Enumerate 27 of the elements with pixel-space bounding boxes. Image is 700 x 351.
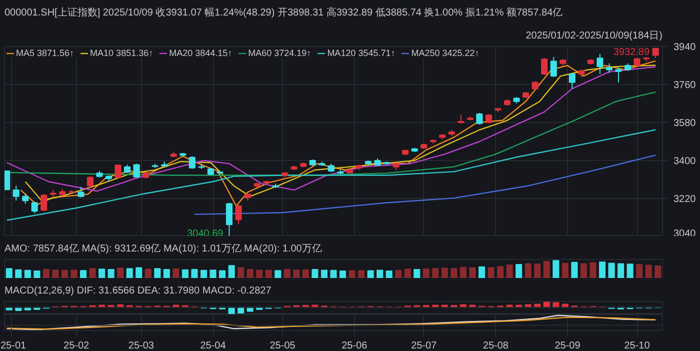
annotation: 3932.89	[613, 47, 650, 58]
x-tick-label: 25-06	[342, 340, 368, 351]
y-tick-label: 3400	[674, 156, 696, 167]
y-tick-label: 3220	[674, 194, 696, 205]
legend-label: MA250 3425.22↑	[411, 48, 480, 58]
chart-subtitle: 2025/01/02-2025/10/09(184日)	[526, 30, 663, 42]
x-tick-label: 25-05	[270, 340, 296, 351]
chart-title: 000001.SH[上证指数] 2025/10/09 收3931.07 幅1.24%(48.29) 开3898.31 高3932.89 低3885.74 换1.00% 振1.21% 额7857.84亿	[4, 6, 563, 18]
y-tick-label: 3940	[674, 42, 696, 53]
x-tick-label: 25-03	[128, 340, 154, 351]
legend-label: MA5 3871.56↑	[16, 48, 74, 58]
x-tick-label: 25-08	[482, 340, 509, 351]
x-tick-label: 25-02	[64, 340, 90, 351]
y-tick-label: 3760	[674, 80, 696, 91]
chart-title: MACD(12,26,9) DIF: 31.6566 DEA: 31.7980 MACD: -0.2827	[4, 286, 272, 296]
chart-title: AMO: 7857.84亿 MA(5): 9312.69亿 MA(10): 1.01万亿 MA(20): 1.00万亿	[4, 244, 322, 254]
x-tick-label: 25-10	[624, 340, 650, 351]
x-tick-label: 25-07	[411, 340, 438, 351]
y-tick-label: 3580	[674, 118, 696, 129]
legend-label: MA10 3851.36↑	[90, 48, 154, 58]
x-tick-label: 25-04	[200, 340, 226, 351]
x-tick-label: 25-09	[554, 340, 581, 351]
annotation: 3040.69	[187, 228, 224, 240]
legend-label: MA20 3844.15↑	[169, 48, 232, 58]
legend-label: MA60 3724.19↑	[248, 48, 312, 58]
x-tick-label: 25-01	[0, 340, 27, 351]
legend-label: MA120 3545.71↑	[327, 48, 396, 58]
